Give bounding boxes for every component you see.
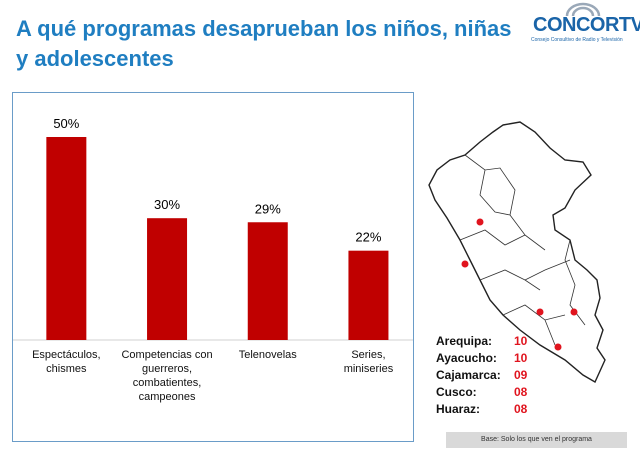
- map-marker: [476, 218, 484, 226]
- city-name: Ayacucho:: [436, 351, 497, 365]
- data-label: 30%: [154, 197, 180, 212]
- city-list: Arequipa: 10 Ayacucho: 10 Cajamarca: 09 Cus…: [436, 333, 527, 418]
- logo-name: CONCORTV: [533, 14, 640, 36]
- chart-frame: 50% Espectáculos, chismes 30% Competencias c…: [12, 92, 414, 442]
- city-row: Ayacucho: 10: [436, 350, 527, 367]
- bar-chart: 50% Espectáculos, chismes 30% Competencias c…: [13, 116, 413, 403]
- city-value: 10: [514, 351, 528, 365]
- city-name: Cusco:: [436, 385, 477, 399]
- map-marker: [536, 308, 544, 316]
- city-value: 09: [514, 368, 528, 382]
- category-label: Series, miniseries: [344, 349, 394, 375]
- data-label: 50%: [53, 116, 79, 131]
- base-note: Base: Solo los que ven el programa: [446, 432, 627, 448]
- data-label: 22%: [355, 230, 381, 245]
- bar: [46, 137, 87, 340]
- map-marker: [570, 308, 578, 316]
- bar: [348, 250, 389, 340]
- category-label: Espectáculos, chismes: [32, 349, 100, 375]
- city-value: 10: [514, 334, 528, 348]
- bar: [147, 218, 188, 340]
- concortv-logo: CONCORTV Consejo Consultivo de Radio y T…: [525, 2, 640, 47]
- logo-subtitle: Consejo Consultivo de Radio y Televisión: [531, 37, 623, 43]
- city-row: Arequipa: 10: [436, 333, 527, 350]
- map-marker: [554, 343, 562, 351]
- signal-icon: [565, 2, 601, 17]
- city-name: Arequipa:: [436, 334, 493, 348]
- category-label: Telenovelas: [239, 349, 298, 361]
- map-marker: [461, 260, 469, 268]
- city-name: Cajamarca:: [436, 368, 501, 382]
- city-row: Cusco: 08: [436, 384, 527, 401]
- peru-map: [428, 121, 606, 383]
- page-title: A qué programas desaprueban los niños, n…: [16, 16, 512, 71]
- category-label: Competencias con guerreros, combatientes, c…: [121, 349, 212, 403]
- city-row: Huaraz: 08: [436, 401, 527, 418]
- city-value: 08: [514, 385, 528, 399]
- city-value: 08: [514, 402, 528, 416]
- data-label: 29%: [255, 201, 281, 216]
- city-row: Cajamarca: 09: [436, 367, 527, 384]
- bar: [247, 222, 288, 340]
- city-name: Huaraz:: [436, 402, 481, 416]
